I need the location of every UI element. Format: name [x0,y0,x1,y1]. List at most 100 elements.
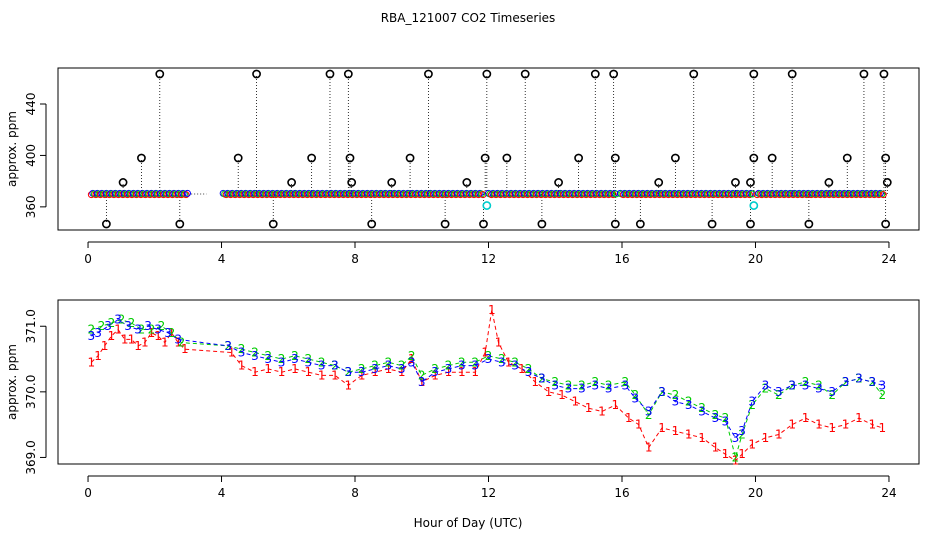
top-outlier-point [610,153,620,163]
bottom-series-1-point: 1 [545,385,553,399]
bottom-series-1-point: 1 [251,365,259,379]
top-outlier-point [537,219,547,229]
bottom-series-3-point: 3 [164,326,172,340]
bottom-series-2-point: 2 [418,368,426,382]
bottom-series-3-point: 3 [331,359,339,373]
top-outlier-point [787,69,797,79]
bottom-series-3-point: 3 [458,359,466,373]
bottom-series-1-point: 1 [408,352,416,366]
bottom-series-2-point: 2 [868,375,876,389]
bottom-series-3-point: 3 [632,391,640,405]
bottom-series-1-point: 1 [635,418,643,432]
top-outlier-point [307,153,317,163]
bottom-series-3-point: 3 [738,424,746,438]
bottom-series-1-point: 1 [598,405,606,419]
top-outlier-point [749,153,759,163]
bottom-y-tick-label: 370.0 [24,375,38,409]
bottom-series-1-point: 1 [134,339,142,353]
bottom-series-3-point: 3 [398,362,406,376]
top-x-tick-label: 12 [481,252,496,266]
top-y-tick-label: 440 [24,93,38,116]
bottom-series-1-point: 1 [148,326,156,340]
top-outlier-point [881,219,891,229]
bottom-series-2-point: 2 [238,342,246,356]
top-outlier-point [367,219,377,229]
bottom-series-2-point: 2 [511,355,519,369]
bottom-series-3-point: 3 [788,378,796,392]
top-outlier-point [268,219,278,229]
bottom-series-3-point: 3 [868,375,876,389]
bottom-series-1-point: 1 [842,418,850,432]
bottom-series-3-point: 3 [525,365,533,379]
bottom-series-1-point: 1 [291,362,299,376]
top-outlier-point [155,69,165,79]
top-outlier-point [287,178,297,187]
bottom-series-3-point: 3 [264,352,272,366]
bottom-series-3-point: 3 [578,382,586,396]
bottom-series-1-point: 1 [518,362,526,376]
top-outlier-point [405,153,415,163]
bottom-series-2-point: 2 [672,388,680,402]
bottom-series-2-point: 2 [538,372,546,386]
bottom-series-1-point: 1 [431,368,439,382]
bottom-series-1-point: 1 [828,421,836,435]
bottom-series-1-point: 1 [108,329,116,343]
figure-xlabel: Hour of Day (UTC) [414,516,523,530]
bottom-series-3-point: 3 [712,411,720,425]
bottom-series-2-point: 2 [632,388,640,402]
bottom-series-1-point: 1 [318,368,326,382]
bottom-series-3-point: 3 [251,349,259,363]
bottom-series-2-point: 2 [431,362,439,376]
bottom-series-2-point: 2 [264,349,272,363]
bottom-series-1-point: 1 [101,339,109,353]
bottom-series-2-point: 2 [331,359,339,373]
bottom-series-1-point: 1 [141,336,149,350]
bottom-series-1-point: 1 [762,431,770,445]
bottom-series-2-point: 2 [304,352,312,366]
top-outlier-point [554,178,563,187]
bottom-series-1-point: 1 [505,355,513,369]
top-x-tick-label: 24 [881,252,896,266]
top-outlier-point [689,69,699,79]
bottom-series-1-point: 1 [738,447,746,461]
bottom-series-3-point: 3 [732,431,740,445]
bottom-series-2-point: 2 [685,395,693,409]
bottom-series-3-point: 3 [672,395,680,409]
bottom-series-1-point: 1 [238,359,246,373]
top-outlier-point [343,69,353,79]
bottom-series-2-point: 2 [345,365,353,379]
bottom-x-tick-label: 12 [481,486,496,500]
bottom-series-2-point: 2 [291,349,299,363]
top-outlier-point [520,69,530,79]
top-outlier-point [746,219,755,229]
bottom-series-3-point: 3 [551,378,559,392]
bottom-x-tick-label: 20 [748,486,763,500]
bottom-series-3-point: 3 [174,332,182,346]
bottom-series-2-point: 2 [878,388,886,402]
top-x-tick-label: 16 [614,252,629,266]
bottom-x-tick-label: 8 [351,486,359,500]
bottom-series-2-point: 2 [178,336,186,350]
bottom-series-3-point: 3 [815,382,823,396]
bottom-series-1-line [91,309,883,462]
top-outlier-point [859,69,869,79]
bottom-series-1-point: 1 [88,355,96,369]
bottom-series-2-point: 2 [98,319,106,333]
top-outlier-point [233,153,243,163]
bottom-series-1-point: 1 [685,427,693,441]
bottom-series-2-point: 2 [118,313,126,327]
bottom-series-3-point: 3 [485,352,493,366]
bottom-series-1-point: 1 [558,388,566,402]
bottom-series-1-point: 1 [264,362,272,376]
bottom-series-3-point: 3 [471,359,479,373]
bottom-series-1-point: 1 [571,395,579,409]
bottom-series-2-point: 2 [138,323,146,337]
bottom-series-2-point: 2 [88,323,96,337]
bottom-series-2-point: 2 [712,408,720,422]
bottom-series-1-point: 1 [868,418,876,432]
bottom-series-3-point: 3 [385,359,393,373]
bottom-series-1-point: 1 [585,401,593,415]
top-outlier-point [325,69,335,79]
